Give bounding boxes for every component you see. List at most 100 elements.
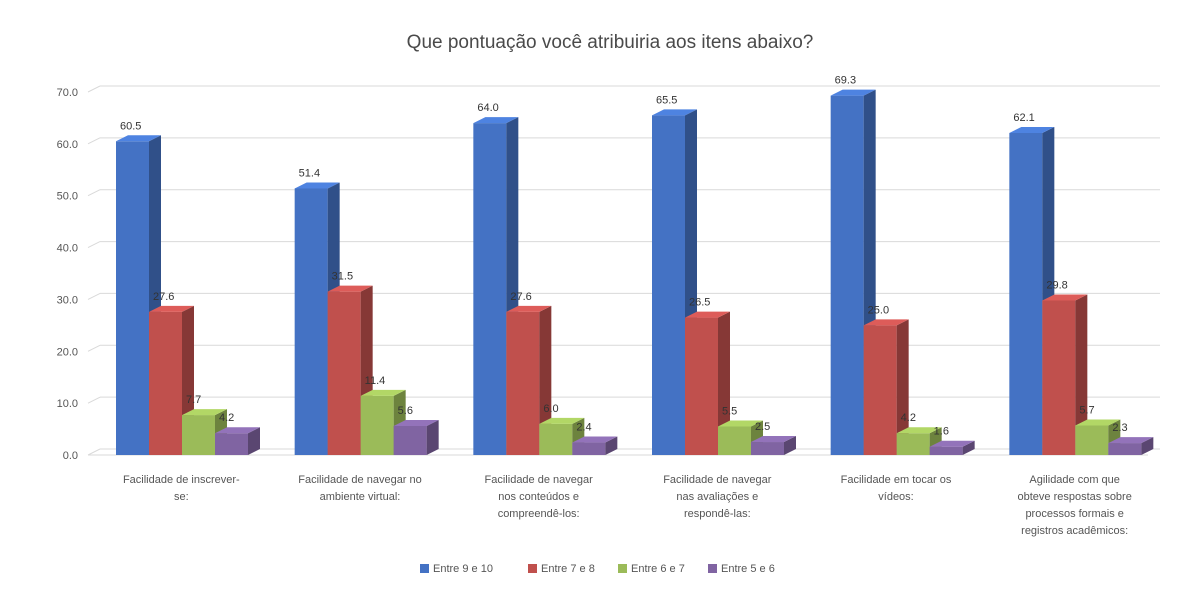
legend-swatch: [708, 564, 717, 573]
bar-top: [572, 436, 618, 443]
category-label-line: compreendê-los:: [498, 508, 580, 520]
bar-front: [473, 123, 507, 455]
category-label-line: ambiente virtual:: [320, 491, 401, 503]
legend-swatch: [528, 564, 537, 573]
bar-front: [572, 442, 606, 455]
bar-top: [685, 311, 730, 318]
data-label: 69.3: [835, 75, 856, 87]
category-label-line: nos conteúdos e: [498, 491, 579, 503]
category-label: Facilidade de navegar nas avaliações e res…: [663, 474, 772, 520]
bar-front: [1108, 443, 1142, 455]
bar-side: [1141, 437, 1154, 455]
bar-side: [896, 319, 909, 455]
bar-side: [426, 419, 439, 455]
bar-top: [393, 419, 439, 426]
y-tick-label: 10.0: [57, 398, 78, 410]
bar-top: [751, 436, 796, 443]
gridline-depth: [87, 344, 101, 352]
bar-top: [652, 109, 697, 116]
legend-label: Entre 6 e 7: [631, 563, 685, 575]
data-label: 60.5: [120, 120, 141, 132]
category-label-line: Facilidade de navegar: [485, 474, 594, 486]
bar: [1108, 437, 1154, 455]
data-label: 2.4: [576, 422, 591, 434]
bar-front: [1009, 132, 1043, 455]
legend-item: Entre 5 e 6: [708, 563, 775, 575]
data-label: 26.5: [689, 297, 710, 309]
legend-swatch: [618, 564, 627, 573]
data-label: 7.7: [186, 394, 201, 406]
data-label: 4.2: [219, 412, 234, 424]
bar-top: [929, 440, 975, 447]
bar-front: [896, 433, 930, 455]
bar-top: [1009, 126, 1055, 133]
bar-front: [652, 115, 685, 455]
gridline-depth: [87, 137, 101, 145]
bar-front: [751, 442, 784, 455]
data-label: 64.0: [477, 102, 498, 114]
bar: [506, 305, 552, 455]
data-label: 62.1: [1013, 112, 1034, 124]
bar-top: [360, 389, 406, 396]
bar-top: [149, 305, 194, 312]
y-tick-label: 60.0: [57, 139, 78, 151]
y-axis-ticks: 0.0 10.0 20.0 30.0 40.0 50.0 60.0 70.0: [57, 87, 78, 462]
gridline-depth: [87, 241, 101, 249]
bar-top: [830, 89, 876, 96]
y-tick-label: 70.0: [57, 87, 78, 99]
bar-front: [294, 188, 328, 455]
bar-front: [506, 311, 540, 455]
bar: [929, 440, 975, 455]
category-label-line: nas avaliações e: [676, 491, 758, 503]
category-label-line: Agilidade com que: [1029, 474, 1120, 486]
bar-side: [784, 436, 796, 455]
y-tick-label: 0.0: [63, 450, 78, 462]
y-tick-label: 40.0: [57, 243, 78, 255]
y-tick-label: 30.0: [57, 294, 78, 306]
data-label: 5.6: [398, 405, 413, 417]
bar-front: [685, 317, 718, 455]
bar-front: [327, 291, 361, 455]
bar-front: [360, 395, 394, 455]
bar: [1042, 294, 1088, 455]
category-label: Facilidade de inscrever-se:: [123, 474, 240, 503]
data-label: 1.6: [934, 426, 949, 438]
gridline-depth: [87, 396, 101, 404]
bar: [863, 319, 909, 455]
bar-side: [718, 311, 730, 455]
category-label-line: respondê-las:: [684, 508, 751, 520]
category-label: Facilidade em tocar os vídeos:: [841, 474, 952, 503]
category-label: Agilidade com que obteve respostas sobre p…: [1017, 474, 1131, 537]
legend-item: Entre 6 e 7: [618, 563, 685, 575]
bar-top: [215, 427, 260, 434]
bar-front: [1075, 425, 1109, 455]
bar-front: [116, 141, 149, 455]
bar-front: [182, 415, 215, 455]
bar: [572, 436, 618, 455]
bar: [393, 419, 439, 455]
data-label: 27.6: [153, 291, 174, 303]
bar-top: [1042, 294, 1088, 301]
bar-top: [473, 117, 519, 124]
category-label-line: Facilidade de navegar no: [298, 474, 422, 486]
bar-side: [962, 440, 975, 455]
bar-front: [149, 311, 182, 455]
bar-top: [1075, 419, 1121, 426]
bar-top: [1108, 437, 1154, 444]
bar-side: [539, 305, 552, 455]
legend: Entre 9 e 10 Entre 7 e 8 Entre 6 e 7 Entre …: [420, 563, 775, 575]
legend-label: Entre 5 e 6: [721, 563, 775, 575]
legend-swatch: [420, 564, 429, 573]
bar: [751, 436, 796, 455]
category-label: Facilidade de navegar nos conteúdos e comp…: [485, 474, 594, 520]
x-axis-categories: Facilidade de inscrever-se:Facilidade de…: [123, 474, 1132, 537]
data-label: 6.0: [543, 403, 558, 415]
data-label: 5.5: [722, 405, 737, 417]
category-label-line: Facilidade de inscrever-: [123, 474, 240, 486]
data-label: 31.5: [332, 271, 353, 283]
legend-item: Entre 7 e 8: [528, 563, 595, 575]
gridline-depth: [87, 189, 101, 197]
